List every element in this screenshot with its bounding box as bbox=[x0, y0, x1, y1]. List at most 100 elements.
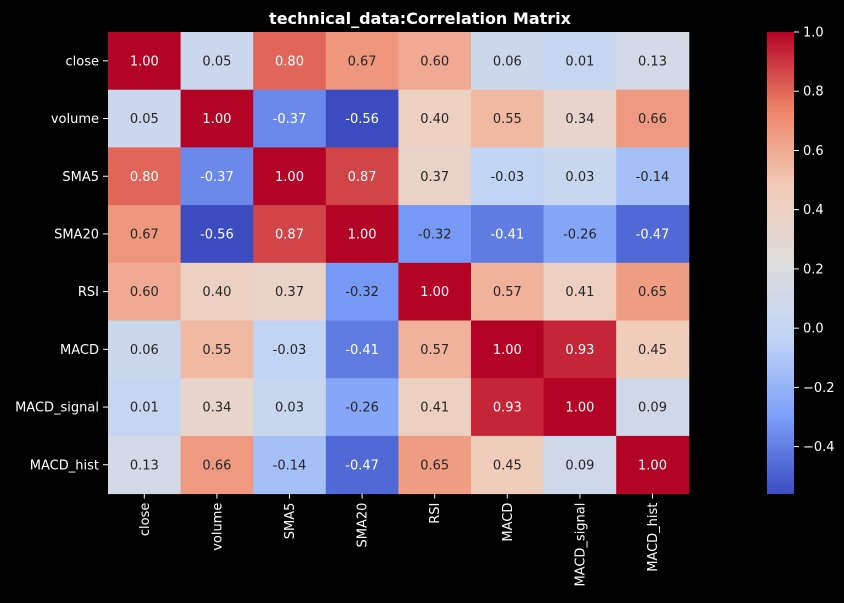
cell-value-label: -0.14 bbox=[273, 458, 307, 473]
colorbar-tick-label: 0.2 bbox=[803, 262, 824, 277]
x-tick-label: RSI bbox=[428, 503, 443, 524]
heatmap-cell bbox=[325, 205, 399, 264]
heatmap-cell bbox=[471, 32, 545, 91]
cell-value-label: 0.87 bbox=[348, 170, 377, 185]
cell-value-label: -0.56 bbox=[345, 112, 379, 127]
y-tick-label: MACD bbox=[60, 343, 99, 358]
cell-value-label: 0.09 bbox=[638, 401, 667, 416]
heatmap-cell bbox=[616, 32, 690, 91]
cell-value-label: 0.01 bbox=[130, 401, 159, 416]
heatmap-cell bbox=[325, 320, 399, 379]
heatmap-cell bbox=[180, 32, 254, 91]
heatmap-cell bbox=[253, 89, 327, 148]
heatmap-cell bbox=[398, 205, 472, 264]
cell-value-label: 0.80 bbox=[275, 54, 304, 69]
heatmap-cell bbox=[543, 435, 617, 495]
y-axis-tick-labels: close volume SMA5 SMA20 RSI MACD MACD_signal MA… bbox=[15, 54, 108, 473]
heatmap-cell bbox=[180, 205, 254, 264]
heatmap-cell bbox=[325, 147, 399, 206]
heatmap-cell bbox=[471, 435, 545, 495]
colorbar: −0.4 −0.2 0.0 0.2 0.4 0.6 0.8 1.0 bbox=[767, 26, 835, 494]
heatmap-cell bbox=[616, 320, 690, 379]
heatmap-cell bbox=[398, 435, 472, 495]
cell-value-label: -0.26 bbox=[345, 401, 379, 416]
heatmap-cell bbox=[325, 435, 399, 495]
cell-value-label: 0.34 bbox=[202, 401, 231, 416]
cell-value-label: -0.37 bbox=[273, 112, 307, 127]
cell-value-label: 0.01 bbox=[565, 54, 594, 69]
x-tick-label: SMA20 bbox=[356, 503, 371, 548]
cell-value-label: 0.45 bbox=[638, 343, 667, 358]
cell-value-label: 1.00 bbox=[275, 170, 304, 185]
heatmap-cell bbox=[325, 32, 399, 91]
cell-value-label: 1.00 bbox=[638, 458, 667, 473]
heatmap-cell bbox=[253, 205, 327, 264]
y-tick-label: SMA20 bbox=[54, 227, 99, 242]
heatmap-cell bbox=[398, 262, 472, 321]
cell-value-label: 0.05 bbox=[202, 54, 231, 69]
heatmap-cell bbox=[398, 89, 472, 148]
cell-value-label: 0.45 bbox=[493, 458, 522, 473]
heatmap-cell bbox=[616, 378, 690, 437]
y-tick-label: MACD_hist bbox=[30, 458, 99, 473]
colorbar-gradient bbox=[767, 32, 794, 494]
heatmap-cell bbox=[543, 32, 617, 91]
cell-value-label: -0.32 bbox=[418, 227, 452, 242]
colorbar-tick-label: −0.4 bbox=[803, 440, 835, 455]
cell-value-label: 1.00 bbox=[493, 343, 522, 358]
heatmap-cell bbox=[253, 320, 327, 379]
heatmap-cell bbox=[253, 147, 327, 206]
cell-value-label: 0.87 bbox=[275, 227, 304, 242]
cell-value-label: 0.66 bbox=[202, 458, 231, 473]
heatmap-cell bbox=[543, 147, 617, 206]
cell-value-label: 0.34 bbox=[565, 112, 594, 127]
cell-value-label: 0.41 bbox=[420, 401, 449, 416]
cell-value-label: -0.03 bbox=[490, 170, 524, 185]
heatmap-cell bbox=[253, 435, 327, 495]
cell-value-label: 0.13 bbox=[638, 54, 667, 69]
cell-value-label: 1.00 bbox=[130, 54, 159, 69]
cell-value-label: 0.41 bbox=[565, 285, 594, 300]
heatmap-cell bbox=[471, 262, 545, 321]
heatmap-cell bbox=[180, 320, 254, 379]
heatmap-cell bbox=[616, 262, 690, 321]
colorbar-tick-label: 0.0 bbox=[803, 322, 824, 337]
heatmap-cell bbox=[543, 378, 617, 437]
cell-value-label: 0.57 bbox=[493, 285, 522, 300]
cell-value-label: -0.14 bbox=[636, 170, 670, 185]
chart-title: technical_data:Correlation Matrix bbox=[269, 9, 572, 28]
heatmap-cell bbox=[108, 378, 182, 437]
heatmap-cell bbox=[471, 205, 545, 264]
heatmap-cell bbox=[616, 147, 690, 206]
cell-value-label: 0.40 bbox=[420, 112, 449, 127]
x-tick-label: SMA5 bbox=[283, 503, 298, 540]
cell-value-label: 0.55 bbox=[202, 343, 231, 358]
heatmap-cell bbox=[325, 378, 399, 437]
cell-value-label: 0.06 bbox=[130, 343, 159, 358]
y-tick-label: volume bbox=[51, 112, 99, 127]
cell-value-label: 1.00 bbox=[565, 401, 594, 416]
cell-value-label: 0.67 bbox=[348, 54, 377, 69]
heatmap-cell bbox=[180, 89, 254, 148]
heatmap-cell bbox=[108, 435, 182, 495]
heatmap-cell bbox=[471, 147, 545, 206]
y-tick-label: RSI bbox=[78, 285, 99, 300]
heatmap-cell bbox=[253, 262, 327, 321]
heatmap-cell bbox=[398, 378, 472, 437]
colorbar-tick-label: 1.0 bbox=[803, 26, 824, 41]
heatmap-cell bbox=[180, 435, 254, 495]
heatmap-cell bbox=[180, 378, 254, 437]
x-tick-label: MACD_signal bbox=[573, 503, 588, 587]
x-axis-tick-labels: close volume SMA5 SMA20 RSI MACD MACD_signal MA… bbox=[138, 493, 661, 587]
heatmap-cell bbox=[543, 262, 617, 321]
colorbar-tick-label: 0.6 bbox=[803, 144, 824, 159]
cell-value-label: 1.00 bbox=[202, 112, 231, 127]
cell-value-label: 1.00 bbox=[420, 285, 449, 300]
cell-value-label: 0.57 bbox=[420, 343, 449, 358]
heatmap-cell bbox=[325, 89, 399, 148]
heatmap-cell bbox=[180, 147, 254, 206]
heatmap-cell bbox=[616, 435, 690, 495]
colorbar-tick-label: 0.4 bbox=[803, 203, 824, 218]
x-tick-label: MACD_hist bbox=[646, 503, 661, 572]
